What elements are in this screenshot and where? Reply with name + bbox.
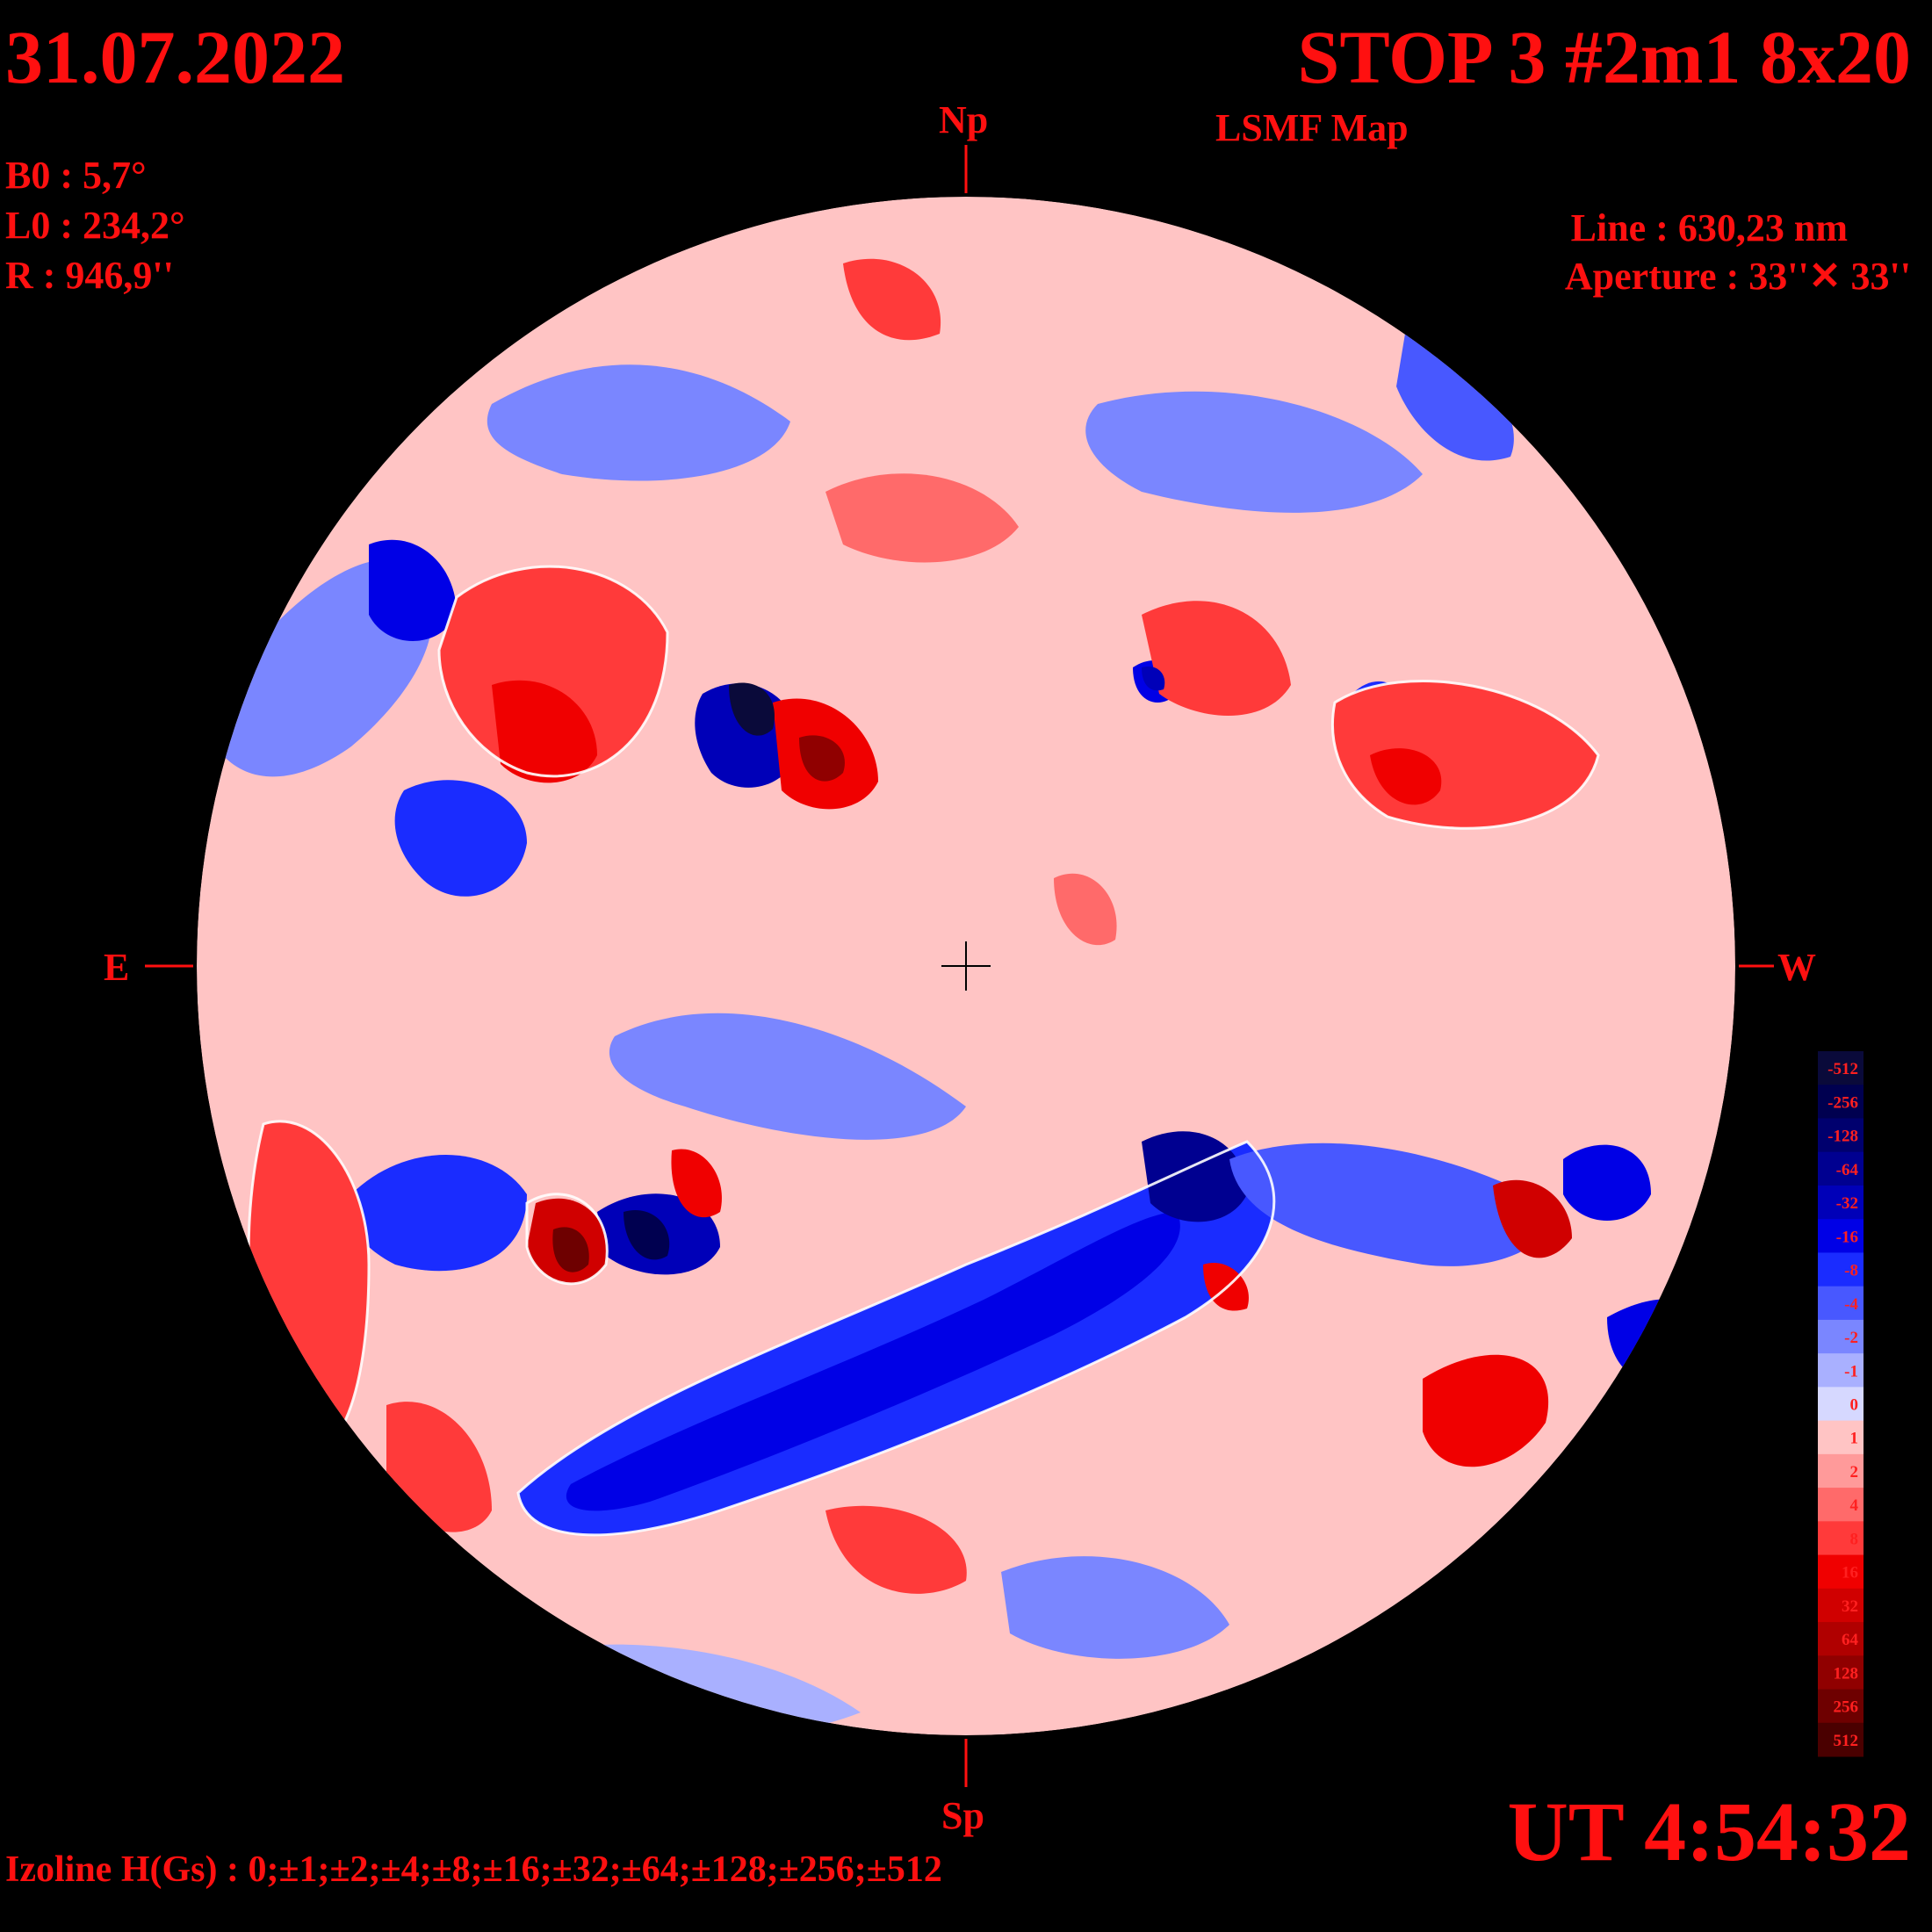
scale-swatch bbox=[1818, 1051, 1864, 1085]
scale-label: 128 bbox=[1834, 1664, 1859, 1683]
scale-label: 512 bbox=[1834, 1732, 1859, 1750]
scale-swatch bbox=[1818, 1353, 1864, 1388]
scale-label: 2 bbox=[1850, 1463, 1859, 1481]
scale-swatch bbox=[1818, 1286, 1864, 1321]
scale-swatch bbox=[1818, 1185, 1864, 1220]
scale-swatch bbox=[1818, 1722, 1864, 1757]
map-subtitle: LSMF Map bbox=[1215, 106, 1409, 149]
param-l0: L0 : 234,2° bbox=[5, 204, 185, 247]
scale-swatch bbox=[1818, 1252, 1864, 1287]
scale-swatch bbox=[1818, 1085, 1864, 1119]
scale-label: 256 bbox=[1834, 1698, 1859, 1717]
compass-west: W bbox=[1777, 946, 1816, 989]
scale-label: -1 bbox=[1844, 1362, 1858, 1381]
scale-label: -128 bbox=[1827, 1128, 1858, 1146]
compass-north: Np bbox=[939, 98, 989, 141]
scale-label: -8 bbox=[1844, 1262, 1858, 1280]
scale-swatch bbox=[1818, 1588, 1864, 1623]
izoline-legend: Izoline H(Gs) : 0;±1;±2;±4;±8;±16;±32;±6… bbox=[5, 1849, 942, 1890]
scale-swatch bbox=[1818, 1622, 1864, 1656]
scale-label: 16 bbox=[1842, 1564, 1858, 1582]
scale-label: -32 bbox=[1836, 1194, 1858, 1213]
scale-swatch bbox=[1818, 1521, 1864, 1556]
scale-swatch bbox=[1818, 1689, 1864, 1724]
scale-swatch bbox=[1818, 1319, 1864, 1354]
param-b0: B0 : 5,7° bbox=[5, 154, 147, 197]
scale-label: 1 bbox=[1850, 1430, 1859, 1448]
scale-swatch bbox=[1818, 1655, 1864, 1690]
compass-east: E bbox=[104, 946, 130, 989]
scale-label: 4 bbox=[1850, 1496, 1859, 1515]
param-r: R : 946,9'' bbox=[5, 254, 174, 297]
scale-swatch bbox=[1818, 1219, 1864, 1253]
scale-swatch bbox=[1818, 1387, 1864, 1422]
scale-label: -512 bbox=[1827, 1060, 1858, 1078]
scale-swatch bbox=[1818, 1554, 1864, 1590]
scale-swatch bbox=[1818, 1488, 1864, 1522]
scale-label: -4 bbox=[1844, 1295, 1858, 1314]
color-scale-bar: -512 -256 -128 -64 -32 -16 -8 -4 -2 -1 0 1 2 4 8 16 32 64… bbox=[1818, 1051, 1864, 1757]
scale-label: 8 bbox=[1850, 1530, 1859, 1548]
scale-label: -256 bbox=[1827, 1093, 1858, 1112]
map-title: STOP 3 #2m1 8x20 bbox=[1297, 15, 1911, 99]
scale-label: -16 bbox=[1836, 1228, 1858, 1246]
spectral-line: Line : 630,23 nm bbox=[1570, 206, 1848, 249]
scale-swatch bbox=[1818, 1118, 1864, 1153]
scale-label: 64 bbox=[1842, 1631, 1859, 1649]
aperture: Aperture : 33''✕ 33'' bbox=[1564, 255, 1911, 298]
observation-time: UT 4:54:32 bbox=[1507, 1784, 1911, 1878]
scale-swatch bbox=[1818, 1420, 1864, 1455]
scale-label: 32 bbox=[1842, 1597, 1858, 1616]
scale-label: -2 bbox=[1844, 1329, 1858, 1347]
scale-label: 0 bbox=[1850, 1396, 1859, 1415]
compass-south: Sp bbox=[941, 1794, 984, 1837]
observation-date: 31.07.2022 bbox=[5, 15, 345, 99]
scale-swatch bbox=[1818, 1151, 1864, 1186]
scale-label: -64 bbox=[1836, 1161, 1859, 1179]
scale-swatch bbox=[1818, 1453, 1864, 1489]
